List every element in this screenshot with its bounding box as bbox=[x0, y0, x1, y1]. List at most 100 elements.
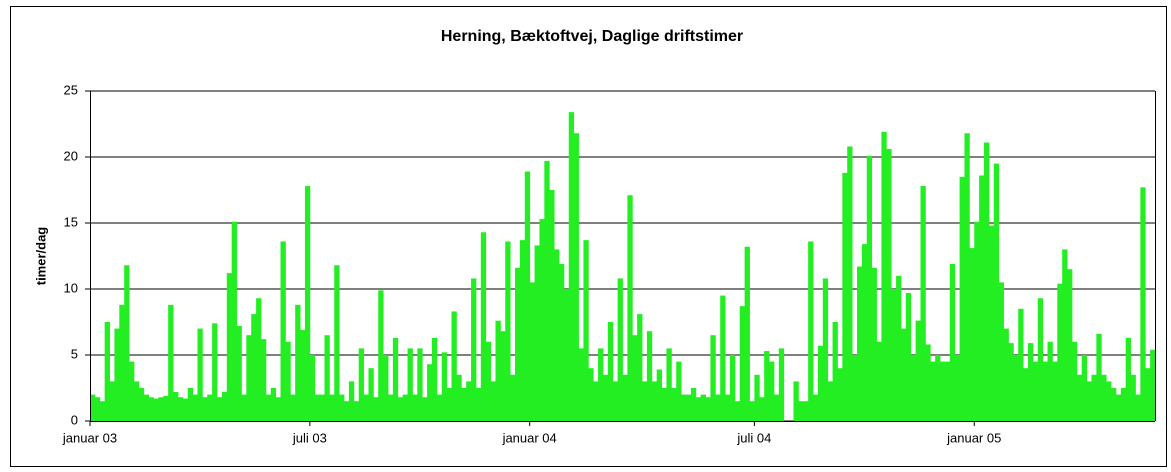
bar bbox=[676, 361, 682, 421]
bar bbox=[602, 374, 609, 421]
bar bbox=[974, 221, 980, 421]
bar bbox=[1057, 283, 1063, 421]
bar bbox=[129, 361, 135, 421]
bar bbox=[226, 273, 233, 421]
bar bbox=[715, 394, 721, 421]
bar bbox=[588, 368, 594, 421]
bar bbox=[368, 368, 374, 421]
bar bbox=[256, 298, 262, 421]
bar bbox=[598, 348, 604, 421]
bar bbox=[891, 289, 897, 421]
bar bbox=[876, 341, 882, 421]
bar bbox=[290, 394, 296, 421]
bar bbox=[729, 355, 736, 421]
bar bbox=[1013, 355, 1019, 421]
bar bbox=[1106, 381, 1112, 421]
bar bbox=[905, 292, 912, 421]
bar bbox=[177, 397, 184, 421]
bar bbox=[168, 304, 174, 421]
bar bbox=[1091, 374, 1097, 421]
bar bbox=[666, 348, 672, 421]
bar bbox=[456, 374, 462, 421]
bar bbox=[1023, 368, 1029, 421]
bar bbox=[417, 348, 423, 421]
bar bbox=[832, 322, 838, 421]
bar bbox=[793, 381, 799, 421]
bar bbox=[900, 328, 907, 421]
bar bbox=[1150, 349, 1156, 421]
bar bbox=[637, 314, 643, 421]
bar bbox=[104, 322, 110, 421]
bar bbox=[153, 398, 159, 421]
bar bbox=[119, 304, 125, 421]
bar bbox=[334, 265, 340, 421]
bar bbox=[265, 394, 272, 421]
bar bbox=[471, 278, 477, 421]
bar bbox=[378, 290, 384, 421]
bar bbox=[212, 323, 218, 421]
bar bbox=[1115, 394, 1122, 421]
bar bbox=[124, 265, 130, 421]
bar bbox=[1081, 355, 1088, 421]
bar bbox=[695, 397, 702, 421]
bar bbox=[373, 397, 379, 421]
bar bbox=[407, 348, 413, 421]
bar bbox=[944, 361, 951, 421]
bar bbox=[505, 241, 511, 421]
bar bbox=[114, 328, 120, 421]
y-tick-label: 0 bbox=[71, 412, 78, 427]
bar bbox=[617, 278, 623, 421]
bar bbox=[910, 355, 917, 421]
bar bbox=[275, 397, 281, 421]
bar bbox=[739, 306, 746, 421]
bar bbox=[1145, 368, 1151, 421]
bar bbox=[573, 133, 579, 422]
bar bbox=[90, 394, 96, 421]
bar bbox=[427, 364, 433, 421]
chart-title: Herning, Bæktoftvej, Daglige driftstimer bbox=[441, 28, 743, 45]
bar bbox=[339, 394, 345, 421]
bar bbox=[993, 163, 1000, 421]
bar bbox=[1096, 333, 1102, 421]
bar bbox=[1062, 249, 1068, 421]
bar bbox=[593, 381, 599, 421]
bar bbox=[949, 263, 956, 421]
bar bbox=[558, 263, 565, 421]
bar bbox=[734, 401, 741, 421]
bar bbox=[544, 160, 550, 421]
bar bbox=[563, 289, 570, 421]
bar bbox=[207, 394, 213, 421]
bar bbox=[1047, 341, 1053, 421]
bar bbox=[710, 335, 716, 421]
bar bbox=[1027, 343, 1034, 421]
bar bbox=[241, 394, 247, 421]
bar bbox=[280, 241, 286, 421]
bar bbox=[954, 355, 960, 421]
bar bbox=[251, 314, 257, 421]
bar bbox=[920, 186, 926, 421]
bar bbox=[798, 401, 804, 421]
bar bbox=[182, 398, 189, 421]
bar bbox=[686, 394, 692, 421]
bar bbox=[446, 388, 452, 421]
bar bbox=[1018, 308, 1024, 421]
bar bbox=[817, 345, 824, 421]
bar bbox=[495, 320, 501, 421]
bar bbox=[725, 394, 731, 421]
y-tick-label: 15 bbox=[64, 214, 78, 229]
bar bbox=[969, 248, 975, 421]
bar bbox=[348, 381, 355, 421]
bar bbox=[622, 374, 628, 421]
bar bbox=[813, 394, 819, 421]
y-axis-label: timer/dag bbox=[33, 227, 48, 286]
bar bbox=[847, 146, 853, 421]
bar bbox=[392, 337, 399, 421]
bar bbox=[842, 172, 848, 421]
bar bbox=[143, 394, 150, 421]
bar bbox=[759, 397, 765, 421]
bar bbox=[285, 341, 291, 421]
bar bbox=[94, 397, 101, 421]
bar bbox=[803, 401, 809, 421]
bar bbox=[529, 282, 535, 421]
bar bbox=[1140, 187, 1146, 421]
